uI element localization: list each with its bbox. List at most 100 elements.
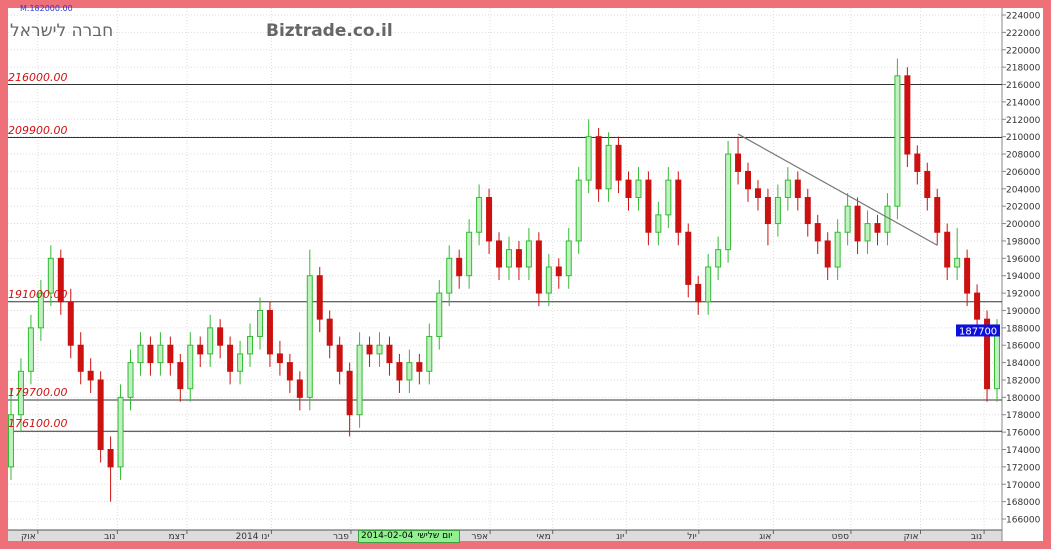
y-tick-label: 212000 (1006, 116, 1041, 126)
candle-body (57, 257, 64, 303)
y-tick-label: 168000 (1006, 498, 1041, 508)
candle-body (695, 283, 702, 303)
candle-body (217, 327, 224, 346)
candle-body (197, 344, 204, 355)
candle-body (416, 362, 423, 372)
candle-body (944, 231, 951, 268)
candle-body (336, 344, 343, 372)
candle-body (914, 153, 921, 172)
candle-body (117, 396, 124, 468)
x-tick-label: אוק (904, 532, 919, 542)
candle-body (366, 344, 373, 355)
level-label: 191000.00 (8, 287, 68, 301)
candle-body (804, 196, 811, 225)
candle-body (256, 309, 263, 338)
y-tick-label: 172000 (1006, 463, 1041, 473)
candle-body (615, 144, 622, 181)
candle-body (844, 205, 851, 233)
candle-body (396, 362, 403, 381)
candle-body (346, 370, 353, 416)
candle-body (247, 336, 254, 355)
candle-body (177, 362, 184, 390)
candle-body (874, 223, 881, 233)
candle-body (605, 144, 612, 190)
candle-body (306, 275, 313, 398)
candle-body (47, 257, 54, 294)
trendline (737, 133, 938, 246)
y-tick-label: 196000 (1006, 255, 1041, 265)
candle-body (426, 336, 433, 372)
company-name: חברה לישראל (10, 21, 114, 41)
y-tick-label: 220000 (1006, 46, 1041, 56)
y-tick-label: 190000 (1006, 307, 1041, 317)
level-label: 179700.00 (8, 385, 68, 399)
y-tick-label: 186000 (1006, 342, 1041, 352)
candle-body (386, 344, 393, 364)
candle-body (984, 318, 991, 390)
candle-body (496, 240, 503, 268)
y-tick-label: 194000 (1006, 272, 1041, 282)
candle-body (705, 266, 712, 303)
y-tick-label: 204000 (1006, 185, 1041, 195)
last-price-label: 187700 (959, 326, 997, 337)
candle-body (17, 370, 24, 416)
candle-body (575, 179, 582, 242)
candle-body (994, 329, 1000, 390)
candle-body (107, 449, 114, 468)
candle-body (635, 179, 642, 198)
candle-body (824, 240, 831, 268)
y-tick-label: 188000 (1006, 324, 1041, 334)
candle-body (894, 75, 901, 207)
candle-body (207, 327, 214, 355)
candle-body (585, 136, 592, 181)
candle-body (376, 344, 383, 355)
candle-body (87, 370, 94, 381)
y-tick-label: 182000 (1006, 376, 1041, 386)
candle-body (735, 153, 742, 172)
candle-body (505, 249, 512, 268)
candle-body (645, 179, 652, 233)
candle-body (884, 205, 891, 233)
candle-body (187, 344, 194, 390)
cursor-day: יום שלישי (417, 531, 453, 541)
candle-body (924, 170, 931, 198)
cursor-date: 2014-02-04 (361, 531, 414, 541)
x-tick-label: יול (687, 532, 697, 542)
y-tick-label: 178000 (1006, 411, 1041, 421)
candle-body (296, 379, 303, 398)
candle-body (525, 240, 532, 268)
y-tick-label: 166000 (1006, 516, 1041, 526)
candle-body (655, 214, 662, 233)
candle-body (167, 344, 174, 364)
chart-frame (8, 8, 1043, 541)
x-tick-label: ספט (832, 532, 849, 542)
candle-body (356, 344, 363, 416)
y-tick-label: 214000 (1006, 98, 1041, 108)
candle-body (77, 344, 84, 372)
candle-body (8, 414, 14, 468)
x-tick-label: ינו 2014 (236, 532, 270, 542)
candle-body (675, 179, 682, 233)
candle-body (954, 257, 961, 268)
x-tick-label: אוק (21, 532, 36, 542)
candle-body (595, 136, 602, 190)
y-tick-label: 218000 (1006, 64, 1041, 74)
candle-body (466, 231, 473, 277)
y-tick-label: 198000 (1006, 237, 1041, 247)
candle-body (715, 249, 722, 268)
y-tick-label: 208000 (1006, 151, 1041, 161)
y-tick-label: 170000 (1006, 481, 1041, 491)
last-price-box (956, 324, 1000, 337)
candle-body (565, 240, 572, 277)
candle-body (545, 266, 552, 294)
cursor-date-label: יום שלישי2014-02-04 (358, 530, 460, 543)
candle-body (725, 153, 732, 251)
top-note: M.182000.00 (20, 4, 73, 13)
candle-body (555, 266, 562, 277)
candle-body (974, 292, 981, 320)
candle-body (326, 318, 333, 346)
candle-body (266, 309, 273, 355)
candle-body (276, 353, 283, 364)
y-tick-label: 224000 (1006, 12, 1041, 22)
y-tick-label: 200000 (1006, 220, 1041, 230)
